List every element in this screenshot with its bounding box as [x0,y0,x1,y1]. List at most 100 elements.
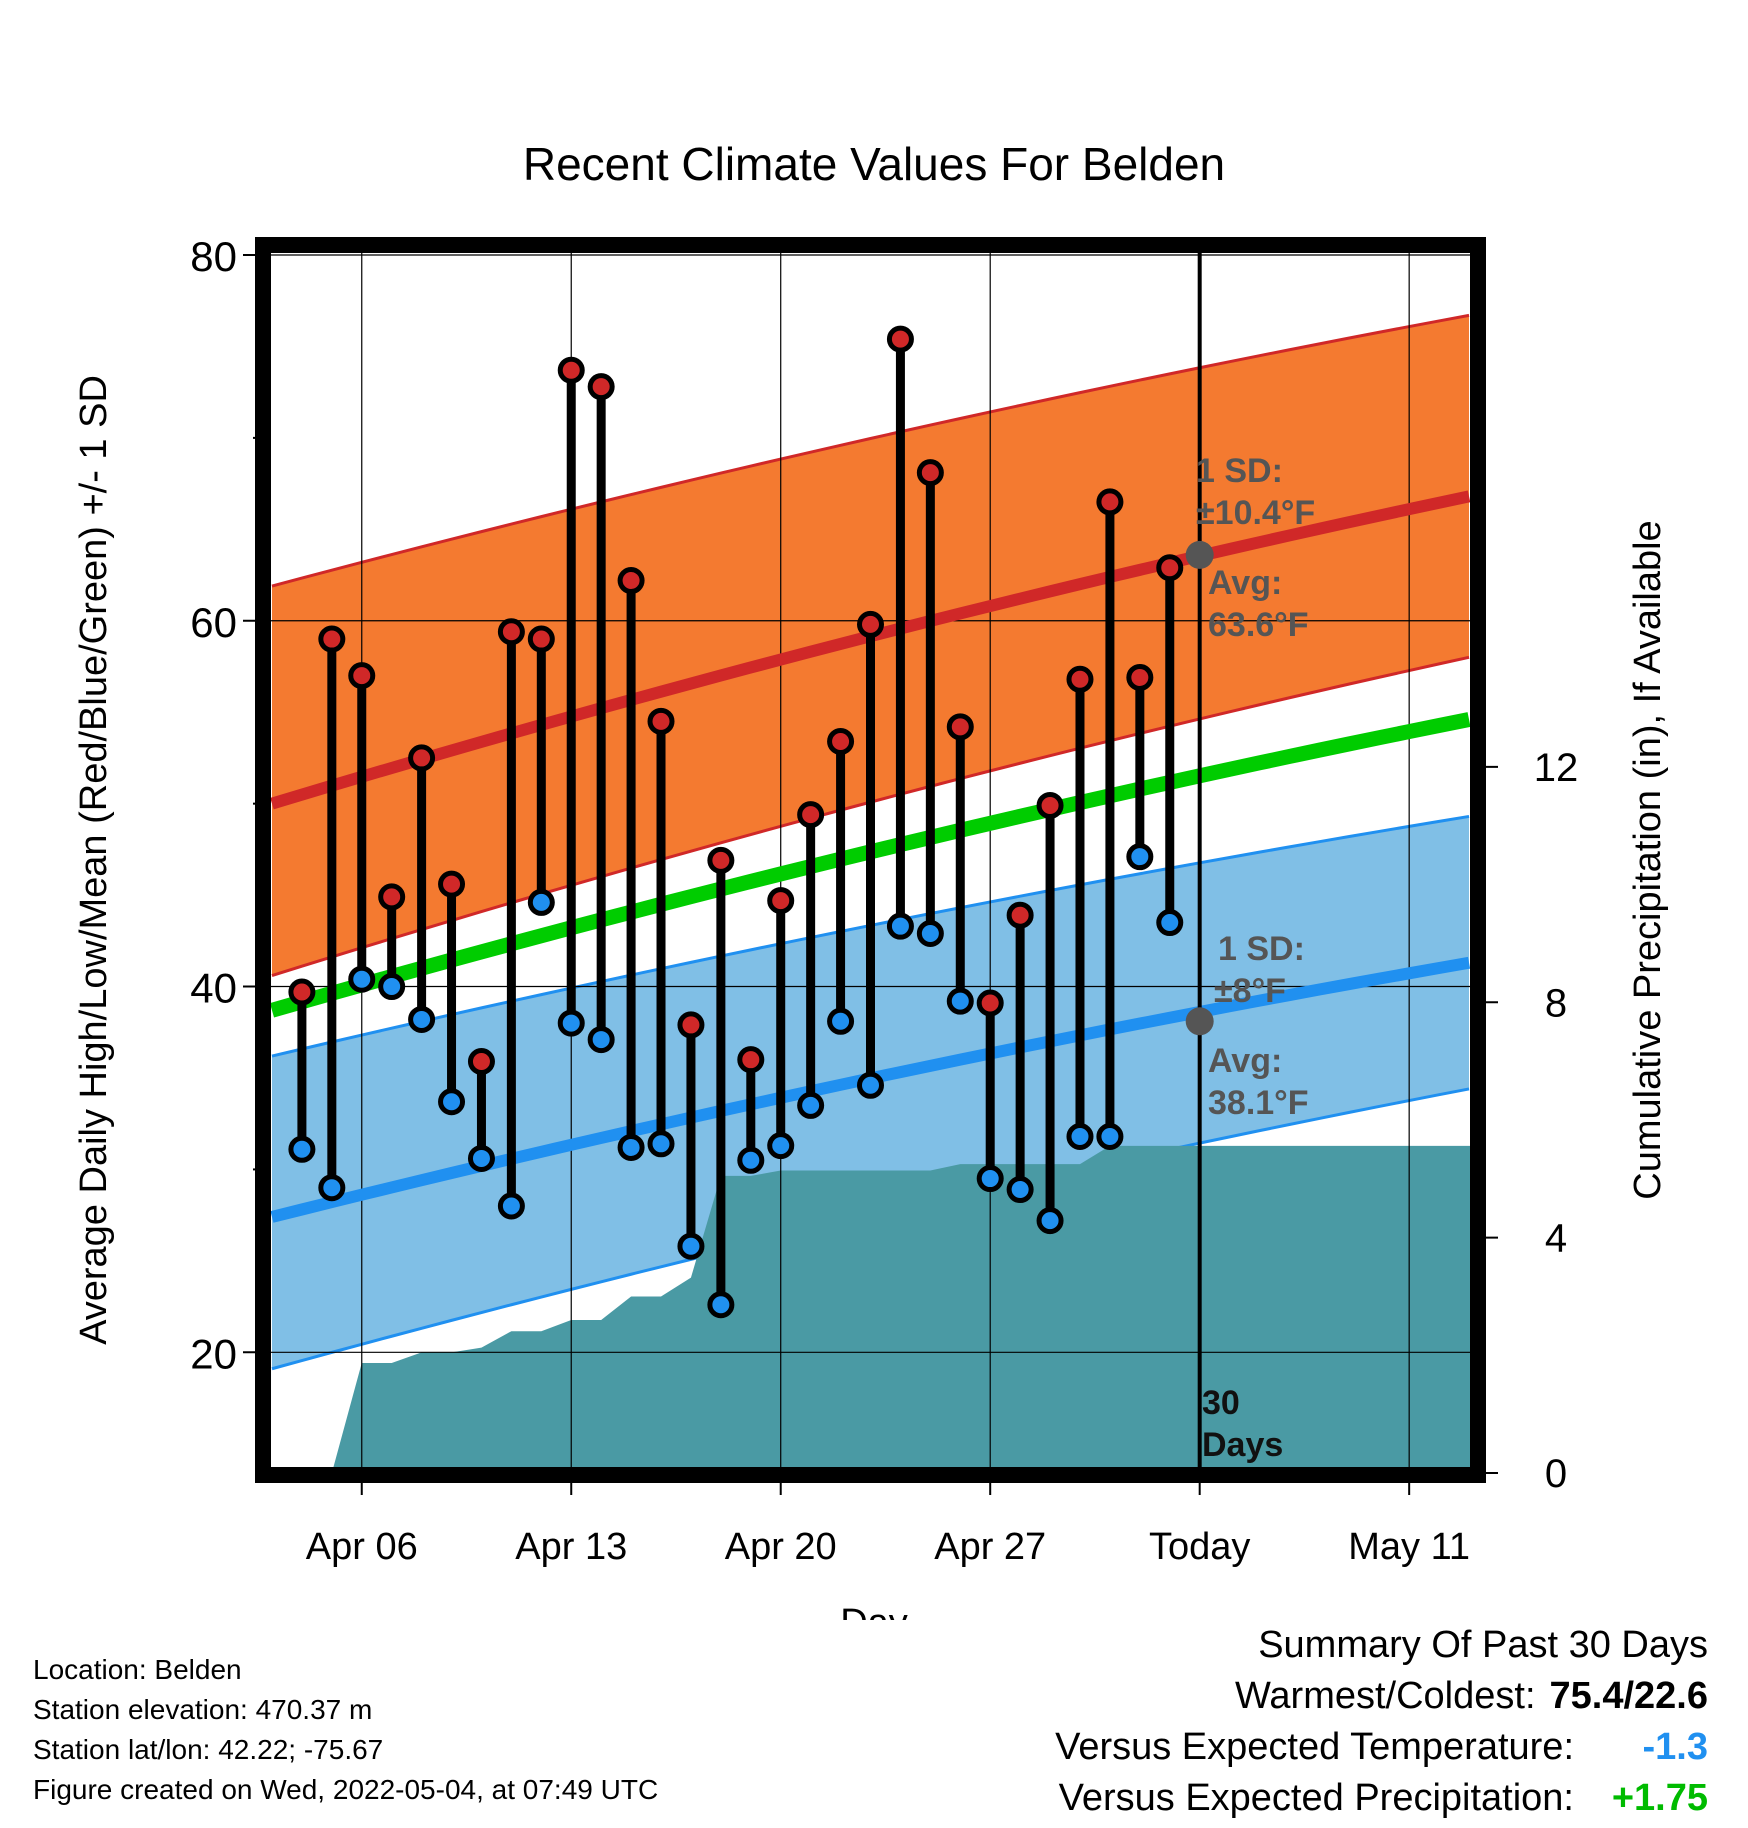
daily-low-point [438,1088,466,1116]
daily-low-point [497,1192,525,1220]
daily-high-point [857,610,884,638]
summary-precip-row: Versus Expected Precipitation: +1.75 [1055,1773,1708,1824]
high-avg-value: 63.6°F [1208,606,1309,644]
daily-high-point [288,978,316,1006]
low-sd-value: ±8°F [1214,972,1286,1010]
daily-low-point [797,1091,825,1119]
low-avg-value: 38.1°F [1208,1084,1309,1122]
daily-high-point [707,846,735,874]
plot-frame [255,237,1486,1483]
x-tick-label: Apr 20 [725,1526,837,1568]
y-tick-label: 20 [190,1330,237,1377]
daily-low-point [587,1026,615,1054]
daily-low-point [767,1132,795,1160]
daily-high-point [1096,488,1124,516]
precip-departure-value: +1.75 [1611,1777,1708,1819]
days-count: 30 [1202,1384,1240,1422]
daily-low-point [527,888,555,916]
daily-high-point [497,618,525,646]
daily-low-point [827,1007,855,1035]
x-tick-label: Apr 06 [306,1526,418,1568]
days-label: Days [1202,1426,1283,1464]
daily-high-point [1126,663,1154,691]
daily-high-point [767,887,795,915]
daily-high-point [976,989,1004,1017]
y2-tick-label: 4 [1545,1217,1567,1261]
daily-high-point [916,459,944,487]
daily-high-point [587,373,615,401]
daily-high-point [378,883,406,911]
daily-high-point [647,707,675,735]
y2-axis-label: Cumulative Precipitation (in), If Availa… [1627,520,1669,1199]
daily-high-point [557,356,585,384]
daily-high-point [348,662,376,690]
high-sd-value: ±10.4°F [1196,494,1315,532]
x-tick-label: Apr 13 [515,1526,627,1568]
today-avg-low-marker [1185,1007,1214,1036]
daily-high-point [318,625,346,653]
daily-low-point [408,1005,436,1033]
summary-panel: Summary Of Past 30 Days Warmest/Coldest:… [1055,1620,1708,1824]
daily-low-point [288,1135,316,1163]
warmest-value: 75.4/22.6 [1549,1675,1708,1717]
x-tick-label: May 11 [1348,1526,1470,1568]
climate-chart: Recent Climate Values For Belden 1 SD: ±1… [73,138,1669,1620]
y2-tick-label: 12 [1534,746,1579,790]
daily-low-point [1156,909,1184,937]
daily-low-point [1066,1122,1094,1150]
low-avg-label: Avg: [1208,1042,1282,1080]
daily-low-point [647,1130,675,1158]
daily-low-point [1096,1122,1124,1150]
x-axis-label: Day [840,1602,908,1620]
daily-high-point [737,1046,765,1074]
daily-low-point [886,912,914,940]
daily-low-point [1126,843,1154,871]
station-latlon: Station lat/lon: 42.22; -75.67 [33,1734,384,1765]
station-location: Location: Belden [33,1654,242,1685]
daily-high-point [1066,665,1094,693]
x-tick-label: Apr 27 [934,1526,1046,1568]
daily-high-point [827,727,855,755]
daily-high-point [886,325,914,353]
daily-low-point [737,1146,765,1174]
daily-high-point [1006,901,1034,929]
daily-high-point [408,744,436,772]
daily-high-point [617,567,645,595]
daily-low-point [617,1133,645,1161]
daily-low-point [348,965,376,993]
y2-tick-label: 0 [1545,1452,1567,1496]
y2-tick-label: 8 [1545,981,1567,1025]
y-tick-label: 60 [190,599,237,646]
x-tick-label: Today [1149,1526,1250,1568]
low-sd-label: 1 SD: [1218,930,1305,968]
daily-high-point [797,801,825,829]
precip-label: Versus Expected Precipitation: [1058,1777,1574,1819]
high-avg-label: Avg: [1208,564,1282,602]
cumulative-precip-area [331,1145,1478,1473]
daily-high-point [1036,791,1064,819]
high-sd-label: 1 SD: [1196,452,1283,490]
chart-title: Recent Climate Values For Belden [523,138,1225,190]
daily-low-point [946,987,974,1015]
daily-high-point [438,870,466,898]
summary-title: Summary Of Past 30 Days [1258,1624,1708,1666]
daily-high-point [527,625,555,653]
daily-low-point [378,973,406,1001]
daily-low-point [677,1232,705,1260]
today-avg-high-marker [1185,540,1214,569]
daily-low-point [707,1291,735,1319]
figure-created: Figure created on Wed, 2022-05-04, at 07… [33,1774,659,1805]
daily-high-point [677,1011,705,1039]
station-info: Location: Belden Station elevation: 470.… [33,1650,658,1810]
summary-temp-row: Versus Expected Temperature: -1.3 [1055,1722,1708,1773]
daily-low-point [916,919,944,947]
daily-low-point [467,1144,495,1172]
summary-warmest-row: Warmest/Coldest: 75.4/22.6 [1055,1671,1708,1722]
temp-label: Versus Expected Temperature: [1055,1726,1574,1768]
y-tick-label: 80 [190,233,237,280]
temp-departure-value: -1.3 [1642,1726,1708,1768]
daily-high-point [946,713,974,741]
y-axis-label: Average Daily High/Low/Mean (Red/Blue/Gr… [73,375,115,1345]
daily-high-point [1156,554,1184,582]
daily-low-point [1036,1207,1064,1235]
